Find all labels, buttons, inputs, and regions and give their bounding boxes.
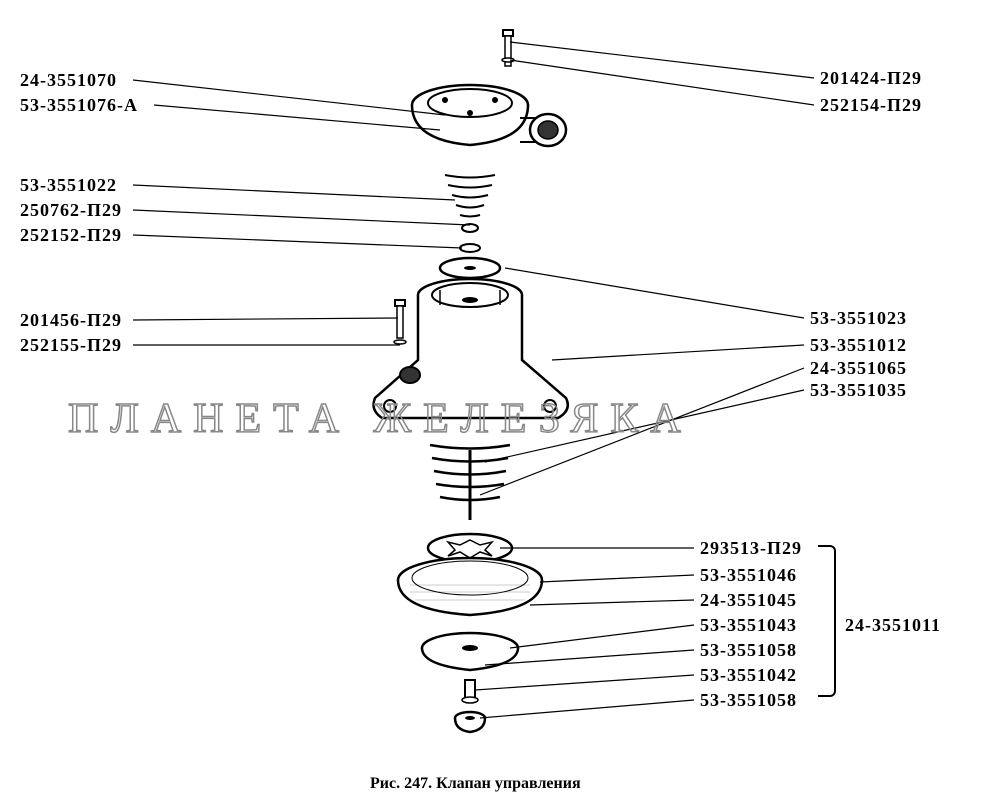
part-label: 250762-П29 <box>20 200 122 221</box>
bottom-cap <box>455 712 485 732</box>
part-label: 24-3551065 <box>810 358 907 379</box>
star-disc <box>428 534 512 562</box>
part-label: 293513-П29 <box>700 538 802 559</box>
top-cover <box>412 85 566 146</box>
part-label: 252154-П29 <box>820 95 922 116</box>
part-label: 53-3551058 <box>700 640 797 661</box>
stem-piece <box>462 680 478 703</box>
part-label: 53-3551012 <box>810 335 907 356</box>
figure-caption: Рис. 247. Клапан управления <box>370 775 581 793</box>
part-label: 252152-П29 <box>20 225 122 246</box>
main-body <box>374 279 568 418</box>
top-bolt <box>502 30 514 66</box>
part-label: 201456-П29 <box>20 310 122 331</box>
part-label: 53-3551058 <box>700 690 797 711</box>
watermark-text: ПЛАНЕТА ЖЕЛЕЗЯКА <box>68 395 693 443</box>
lower-disc <box>422 633 518 670</box>
part-label: 24-3551045 <box>700 590 797 611</box>
upper-nut-washer <box>460 224 480 252</box>
bracket-label: 24-3551011 <box>845 615 941 636</box>
part-label: 53-3551035 <box>810 380 907 401</box>
part-label: 53-3551043 <box>700 615 797 636</box>
part-label: 53-3551022 <box>20 175 117 196</box>
large-diaphragm <box>398 558 542 615</box>
part-label: 24-3551070 <box>20 70 117 91</box>
upper-disc <box>440 258 500 278</box>
part-label: 53-3551023 <box>810 308 907 329</box>
part-label: 252155-П29 <box>20 335 122 356</box>
part-label: 201424-П29 <box>820 68 922 89</box>
part-label: 53-3551042 <box>700 665 797 686</box>
part-label: 53-3551076-А <box>20 95 138 116</box>
lower-spring <box>430 445 510 500</box>
body-bolt <box>394 300 406 344</box>
assembly-bracket <box>818 545 836 697</box>
upper-spring <box>445 175 495 217</box>
part-label: 53-3551046 <box>700 565 797 586</box>
diagram-container: 24-3551011 ПЛАНЕТА ЖЕЛЕЗЯКА Рис. 247. Кл… <box>0 0 982 809</box>
